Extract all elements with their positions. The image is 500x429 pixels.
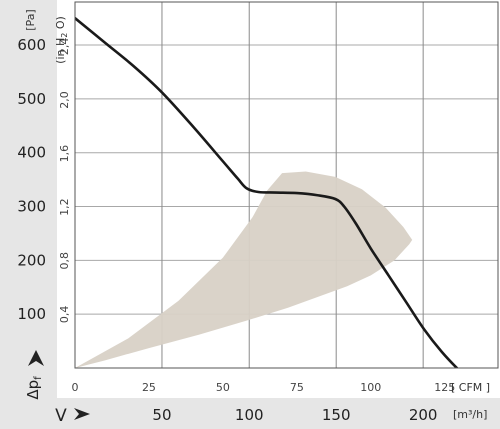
y-tick-inh2o-1: 0,8 (58, 252, 71, 270)
y-tick-pa-0: 100 (17, 305, 46, 323)
y-unit-inh2o: (in H2 O) (54, 16, 69, 64)
y-unit-inh2o-suffix: O) (54, 16, 67, 32)
y-tick-inh2o-3: 1,6 (58, 145, 71, 163)
y-axis-symbol-main: Δp (24, 380, 42, 400)
y-tick-pa-4: 500 (17, 90, 46, 108)
series-layer (75, 16, 459, 368)
x-tick-m3h-1: 100 (235, 406, 264, 424)
x-tick-m3h-2: 150 (322, 406, 351, 424)
x-tick-cfm-2: 50 (216, 381, 230, 394)
y-tick-pa-1: 200 (17, 251, 46, 269)
x-tick-cfm-1: 25 (142, 381, 156, 394)
y-axis-title: Δpf (24, 350, 44, 400)
y-axis-symbol: Δpf (24, 376, 44, 400)
y-axis-arrow-icon (28, 350, 44, 366)
y-tick-pa-5: 600 (17, 36, 46, 54)
y-tick-inh2o-2: 1,2 (58, 198, 71, 216)
y-tick-pa-3: 400 (17, 144, 46, 162)
y-axis-band (0, 0, 57, 429)
x-axis-arrow-icon (74, 408, 90, 420)
x-tick-cfm-0: 0 (72, 381, 79, 394)
x-tick-cfm-4: 100 (360, 381, 381, 394)
y-axis-symbol-sub: f (33, 376, 44, 380)
operating-region (75, 171, 413, 368)
x-unit-cfm: [ CFM ] (451, 381, 490, 394)
x-tick-m3h-0: 50 (152, 406, 171, 424)
y-unit-inh2o-prefix: (in H (54, 38, 67, 64)
tick-labels: 100 200 300 400 500 600 0,4 0,8 1,2 1,6 2,0 2,4 0 25 5… (17, 36, 455, 424)
x-tick-m3h-3: 200 (409, 406, 438, 424)
y-tick-pa-2: 300 (17, 198, 46, 216)
series-line-0 (75, 16, 459, 368)
x-tick-cfm-3: 75 (290, 381, 304, 394)
plot-frame (74, 1, 499, 369)
y-tick-inh2o-4: 2,0 (58, 91, 71, 109)
x-axis-title: V (55, 406, 90, 426)
y-tick-inh2o-0: 0,4 (58, 306, 71, 324)
x-unit-m3h: [m³/h] (453, 408, 487, 421)
y-unit-inh2o-sub: 2 (60, 33, 69, 38)
y-tick-inh2o-5: 2,4 (58, 38, 71, 56)
operating-region-layer (75, 171, 413, 368)
y-unit-pa: [Pa] (24, 9, 37, 30)
x-axis-symbol: V (55, 406, 67, 426)
x-tick-cfm-5: 125 (434, 381, 455, 394)
